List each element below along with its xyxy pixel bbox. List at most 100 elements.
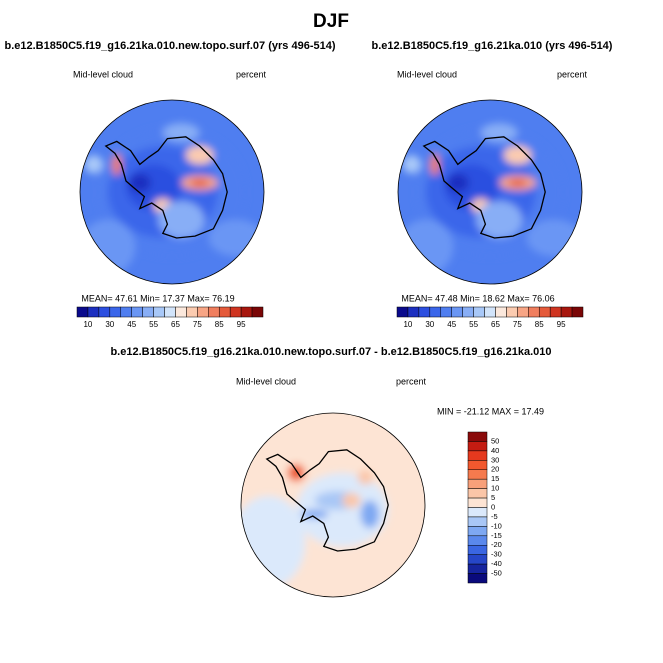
colorbar-box <box>560 306 573 318</box>
colorbar-label: 75 <box>193 320 202 329</box>
colorbar-label: 10 <box>403 320 412 329</box>
map <box>241 413 425 597</box>
contour <box>402 155 421 174</box>
colorbar-box <box>467 478 488 489</box>
variable-label: Mid-level cloud <box>73 69 133 79</box>
colorbar-label: -15 <box>491 531 502 540</box>
colorbar-label: -20 <box>491 540 502 549</box>
contour <box>430 153 440 176</box>
colorbar-box <box>467 488 488 499</box>
colorbar-label: 95 <box>557 320 566 329</box>
colorbar-box <box>218 306 231 318</box>
panel-title: b.e12.B1850C5.f19_g16.21ka.010.new.topo.… <box>5 40 336 52</box>
colorbar-box <box>142 306 154 318</box>
colorbar-box <box>467 573 488 584</box>
colorbar-box <box>229 306 242 318</box>
colorbar-box <box>467 469 488 480</box>
colorbar-box <box>467 516 488 527</box>
contour <box>185 146 214 165</box>
colorbar-label: 40 <box>491 446 499 455</box>
colorbar-box <box>164 306 176 318</box>
contours <box>241 413 425 597</box>
colorbar-box <box>467 507 488 518</box>
colorbar-box <box>495 306 507 318</box>
colorbar-label: 85 <box>215 320 224 329</box>
colorbar-label: 15 <box>491 474 499 483</box>
colorbar-box <box>467 526 488 537</box>
units-label: percent <box>236 69 267 79</box>
colorbar-box <box>197 306 209 318</box>
colorbar-box <box>528 306 540 318</box>
colorbar-label: 20 <box>491 465 499 474</box>
contour <box>476 201 523 239</box>
colorbar-label: 75 <box>513 320 522 329</box>
map-border <box>240 412 426 598</box>
colorbar-box <box>473 306 485 318</box>
colorbar-box <box>467 460 488 470</box>
colorbar-label: -5 <box>491 512 498 521</box>
colorbar-box <box>251 306 264 318</box>
colorbar-box <box>240 306 253 318</box>
stats-label: MEAN= 47.61 Min= 17.37 Max= 76.19 <box>81 293 234 303</box>
contour <box>446 173 469 192</box>
colorbar-label: -50 <box>491 569 502 578</box>
colorbar-label: 0 <box>491 502 495 511</box>
coastline <box>422 136 546 239</box>
colorbar-label: -40 <box>491 559 502 568</box>
colorbar-box <box>549 306 562 318</box>
contour <box>190 179 209 187</box>
colorbar-label: 30 <box>491 455 499 464</box>
colorbar-label: 5 <box>491 493 495 502</box>
colorbar-box <box>120 306 132 318</box>
map-border <box>79 99 265 285</box>
contour <box>158 201 205 239</box>
colorbar-box <box>98 306 111 318</box>
stats-label: MIN = -21.12 MAX = 17.49 <box>437 406 544 416</box>
contour <box>80 219 136 275</box>
colorbar-label: 95 <box>237 320 246 329</box>
coastline <box>265 449 389 552</box>
contour <box>296 472 389 547</box>
stats-label: MEAN= 47.48 Min= 18.62 Max= 76.06 <box>401 293 554 303</box>
colorbar-box <box>131 306 143 318</box>
colorbar-label: 55 <box>149 320 158 329</box>
colorbar-label: 30 <box>105 320 114 329</box>
colorbar-box <box>175 306 187 318</box>
contour <box>84 155 104 174</box>
colorbar-box <box>467 450 488 461</box>
colorbar-box <box>467 535 488 546</box>
colorbar-box <box>467 563 488 574</box>
panel-title: b.e12.B1850C5.f19_g16.21ka.010 (yrs 496-… <box>372 40 613 52</box>
colorbar-box <box>467 441 488 452</box>
colorbar-label: 45 <box>127 320 136 329</box>
colorbar-box <box>517 306 529 318</box>
contour <box>360 500 379 528</box>
colorbar-box <box>506 306 518 318</box>
colorbar-label: 10 <box>491 484 499 493</box>
contour <box>300 509 329 519</box>
colorbar-label: 30 <box>425 320 434 329</box>
colorbar-box <box>451 306 463 318</box>
contour <box>526 219 582 257</box>
colorbar-box <box>76 306 89 318</box>
contour <box>357 470 373 485</box>
colorbar-label: -10 <box>491 521 502 530</box>
colorbar-label: 45 <box>447 320 456 329</box>
contour <box>128 173 151 192</box>
colorbar-label: 50 <box>491 436 499 445</box>
contour <box>480 123 518 142</box>
coastline <box>104 136 228 239</box>
colorbar-box <box>467 431 488 442</box>
colorbar-box <box>87 306 100 318</box>
contour <box>208 219 264 257</box>
colorbar-box <box>467 545 488 555</box>
colorbar-box <box>484 306 496 318</box>
colorbar-box <box>109 306 122 318</box>
colorbar-label: -30 <box>491 550 502 559</box>
colorbar-label: 65 <box>171 320 180 329</box>
colorbar-box <box>153 306 165 318</box>
map <box>80 100 264 284</box>
colorbar-box <box>418 306 431 318</box>
colorbar-box <box>538 306 551 318</box>
